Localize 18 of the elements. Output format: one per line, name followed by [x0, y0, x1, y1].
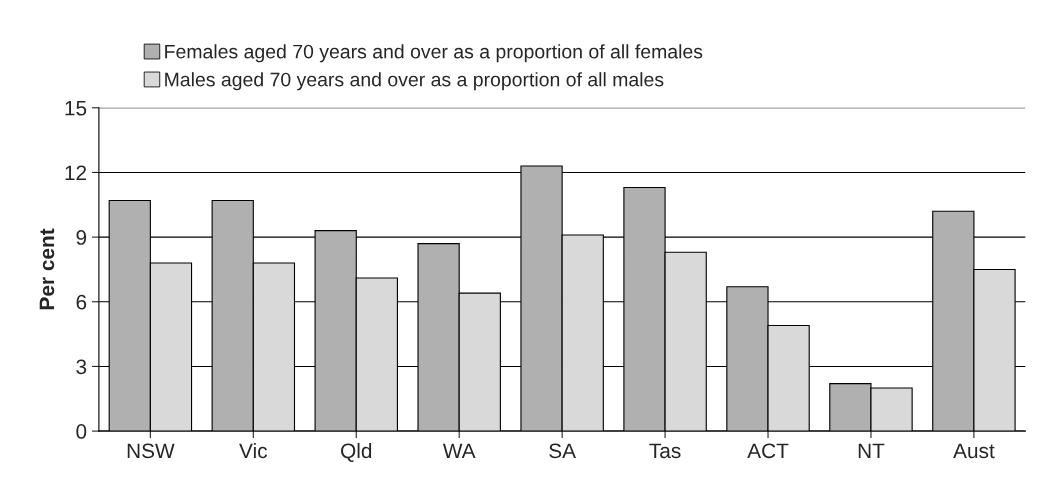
y-tick-label: 0 [76, 424, 87, 439]
legend-label: Males aged 70 years and over as a proportion of all males [165, 72, 664, 91]
y-tick-label: 15 [65, 100, 87, 116]
y-tick-label: 12 [65, 165, 87, 180]
x-tick-label: SA [549, 443, 576, 459]
y-tick-label: 3 [76, 359, 87, 375]
x-tick-label: ACT [747, 443, 789, 459]
legend-label: Females aged 70 years and over as a proportion of all females [165, 44, 703, 63]
x-tick-label: Vic [239, 442, 268, 459]
y-tick-label: 9 [76, 230, 87, 245]
x-tick-label: NT [858, 443, 885, 458]
x-tick-label: WA [442, 443, 476, 458]
x-tick-label: Aust [953, 443, 995, 459]
x-tick-label: Qld [341, 442, 372, 462]
x-tick-label: NSW [127, 443, 175, 459]
y-tick-label: 6 [76, 294, 87, 310]
x-tick-label: Tas [649, 443, 681, 459]
y-axis-title: Per cent [39, 228, 55, 310]
